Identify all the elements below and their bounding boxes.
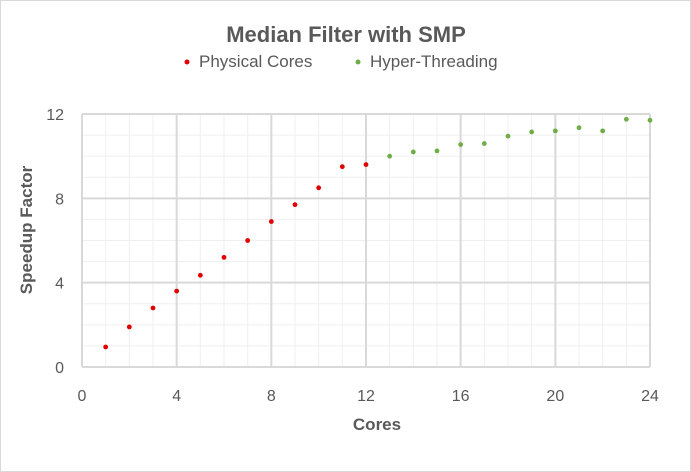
data-point-physical-cores: [245, 238, 251, 243]
data-point-physical-cores: [174, 288, 180, 294]
y-tick-label: 4: [55, 276, 64, 293]
legend: Physical Cores Hyper-Threading: [184, 52, 498, 71]
data-points: [103, 116, 653, 350]
x-tick-label: 8: [267, 388, 276, 405]
legend-label-physical-cores: Physical Cores: [199, 52, 312, 71]
data-point-physical-cores: [363, 162, 369, 168]
data-point-physical-cores: [292, 202, 298, 208]
data-point-physical-cores: [150, 305, 156, 311]
data-point-physical-cores: [339, 164, 345, 170]
data-point-hyper-threading: [434, 148, 440, 154]
x-tick-label: 12: [357, 388, 375, 405]
x-tick-label: 4: [172, 388, 181, 405]
data-point-hyper-threading: [505, 133, 511, 139]
y-tick-label: 0: [55, 360, 64, 377]
data-point-physical-cores: [221, 254, 227, 260]
y-tick-label: 12: [46, 107, 64, 124]
chart-title: Median Filter with SMP: [226, 22, 466, 47]
x-tick-label: 16: [452, 388, 470, 405]
x-tick-label: 0: [78, 388, 87, 405]
data-point-hyper-threading: [600, 128, 606, 134]
data-point-physical-cores: [197, 272, 203, 278]
legend-marker-hyper-threading: [355, 59, 361, 65]
x-axis-title: Cores: [353, 415, 401, 434]
x-tick-label: 20: [546, 388, 564, 405]
data-point-hyper-threading: [623, 116, 629, 122]
data-point-physical-cores: [268, 219, 274, 224]
data-point-hyper-threading: [387, 153, 393, 159]
data-point-physical-cores: [126, 324, 132, 330]
data-point-hyper-threading: [458, 142, 464, 147]
data-point-hyper-threading: [576, 125, 582, 131]
legend-label-hyper-threading: Hyper-Threading: [370, 52, 498, 71]
y-axis-title: Speedup Factor: [17, 165, 36, 294]
legend-marker-physical-cores: [184, 59, 190, 65]
data-point-hyper-threading: [410, 149, 416, 155]
data-point-hyper-threading: [529, 129, 535, 135]
major-gridlines: [81, 113, 651, 368]
data-point-physical-cores: [103, 344, 109, 350]
y-tick-label: 8: [55, 191, 64, 208]
data-point-physical-cores: [316, 185, 322, 191]
data-point-hyper-threading: [481, 141, 487, 146]
tick-labels: 0 4 8 12 16 20 24 0 4 8 12: [46, 107, 659, 405]
x-tick-label: 24: [641, 388, 659, 405]
data-point-hyper-threading: [552, 128, 558, 134]
data-point-hyper-threading: [647, 117, 653, 123]
